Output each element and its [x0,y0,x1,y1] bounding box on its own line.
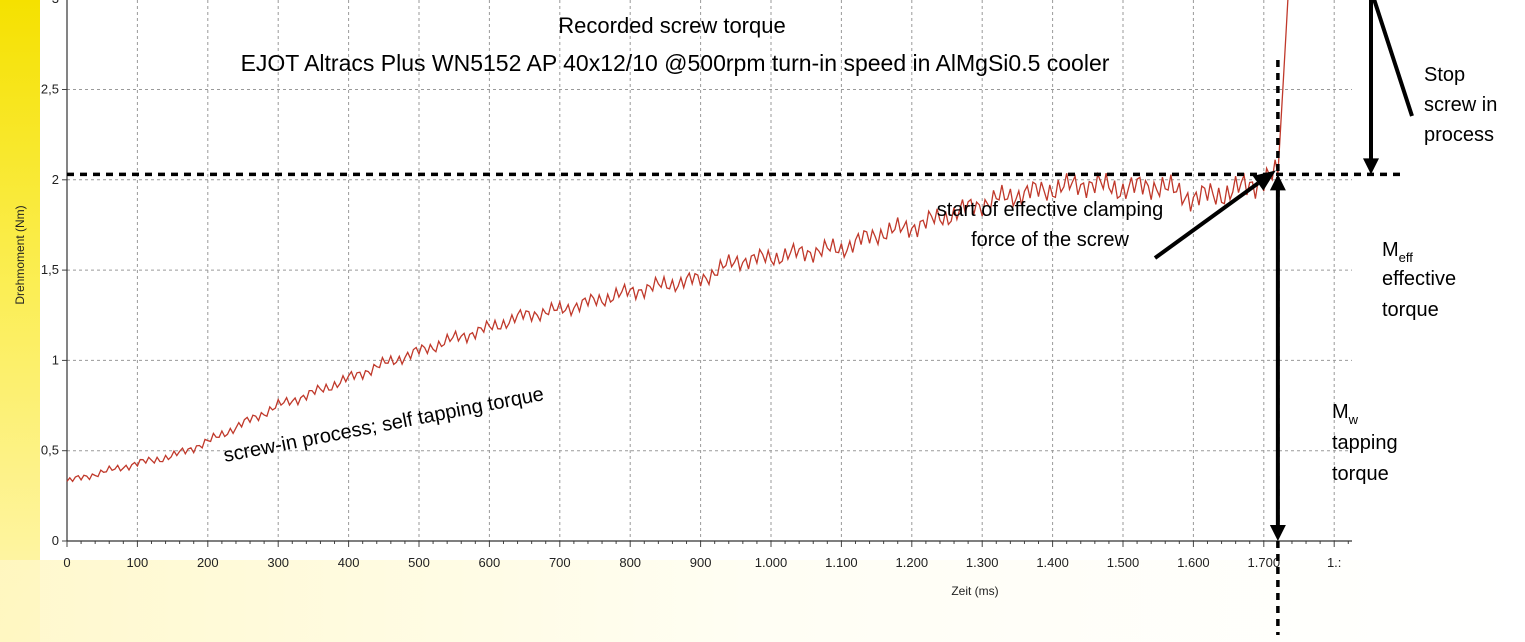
x-tick-label: 300 [267,555,289,570]
y-tick-label: 1 [52,352,59,367]
y-tick-label: 2,5 [41,82,59,97]
x-tick-label: 1.600 [1177,555,1210,570]
x-tick-label: 600 [479,555,501,570]
torque-series-line [66,0,1289,483]
mw-text-line-1: tapping [1332,432,1398,454]
x-tick-label: 200 [197,555,219,570]
stop-pointer-arrow-shaft [1372,0,1414,117]
x-tick-label: 1.000 [755,555,788,570]
y-tick-label: 0 [52,533,59,548]
x-tick-label: 800 [619,555,641,570]
stop-label-line-2: screw in [1424,94,1497,116]
mw-symbol: Mw [1332,401,1359,427]
y-tick-labels: 00,511,522,533,544,555,56 [41,0,59,548]
chart-title: Recorded screw torque [558,13,785,38]
clamping-pointer-arrow-head [1252,170,1276,191]
x-tick-label: 1.: [1327,555,1341,570]
clamping-label-line-1: start of effective clamping [937,199,1163,221]
x-tick-label: 700 [549,555,571,570]
x-tick-label: 0 [63,555,70,570]
meff-text-line-1: effective [1382,268,1456,290]
meff-text-line-2: torque [1382,299,1439,321]
chart-subtitle: EJOT Altracs Plus WN5152 AP 40x12/10 @50… [241,50,1110,76]
x-tick-labels: 0 100 200 300 400 500 600 700 800 900 1.000 1.100 1.… [63,555,1341,570]
x-tick-label: 1.700 [1248,555,1281,570]
clamping-label-line-2: force of the screw [971,229,1129,251]
x-tick-label: 100 [127,555,149,570]
mw-text-line-2: torque [1332,463,1389,485]
x-tick-label: 1.100 [825,555,858,570]
grid [67,0,1352,541]
x-tick-label: 500 [408,555,430,570]
meff-symbol: Meff [1382,239,1413,265]
left-glow [0,0,40,642]
clamping-pointer-arrow-shaft [1153,181,1260,260]
mw-arrow-head-top [1269,174,1286,191]
x-tick-label: 1.200 [896,555,929,570]
series [66,0,1289,483]
x-tick-label: 1.400 [1036,555,1069,570]
y-tick-label: 3 [52,0,59,6]
y-tick-label: 0,5 [41,443,59,458]
y-tick-label: 2 [52,172,59,187]
meff-arrow-head-bottom [1363,158,1379,175]
meff-subscript: eff [1399,250,1414,265]
y-tick-label: 1,5 [41,262,59,277]
y-axis-title: Drehmoment (Nm) [13,205,27,304]
mw-subscript: w [1348,412,1359,427]
x-tick-label: 1.500 [1107,555,1140,570]
x-tick-label: 1.300 [966,555,999,570]
axes [62,0,1352,547]
x-axis-title: Zeit (ms) [951,584,998,598]
mw-m: M [1332,401,1349,423]
meff-m: M [1382,239,1399,261]
x-tick-label: 400 [338,555,360,570]
stop-label-line-3: process [1424,124,1494,146]
x-tick-label: 900 [690,555,712,570]
stop-label-line-1: Stop [1424,64,1465,86]
bottom-glow [0,560,1525,642]
mw-arrow-head-bottom [1269,525,1286,541]
